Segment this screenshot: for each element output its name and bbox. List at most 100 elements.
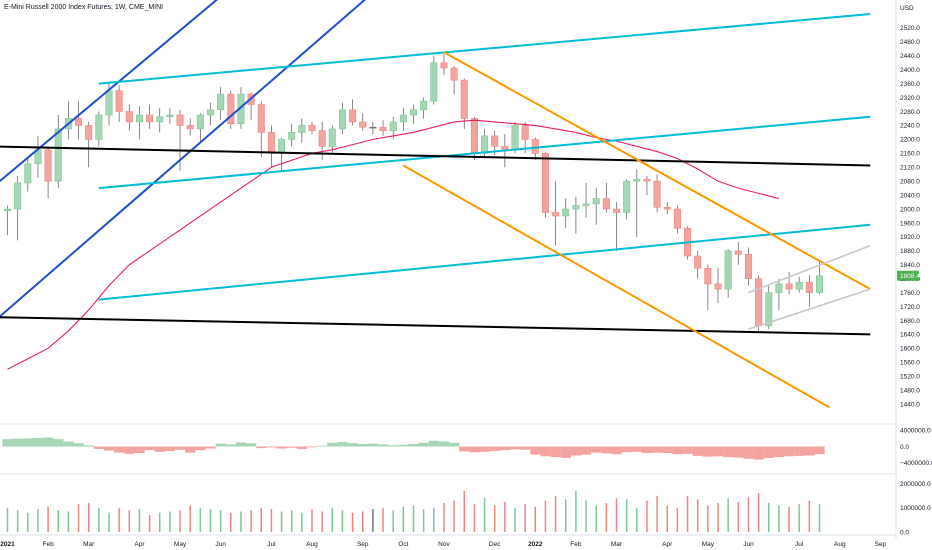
- candle-body: [338, 109, 346, 130]
- oscillator-bar: [154, 446, 165, 452]
- candle-body: [75, 118, 83, 126]
- candle-body: [724, 250, 732, 290]
- oscillator-bar: [12, 438, 23, 447]
- oscillator-tick-label: 4000000.0: [900, 427, 931, 434]
- candle-body: [521, 125, 529, 140]
- oscillator-bar: [418, 442, 429, 447]
- candle-body: [369, 126, 377, 129]
- candle-body: [694, 255, 702, 269]
- candle-body: [795, 281, 803, 290]
- moving-average: [7, 119, 780, 370]
- oscillator-bar: [672, 446, 683, 455]
- orange-channel-upper: [443, 51, 871, 291]
- oscillator-bar: [550, 446, 561, 458]
- candle-body: [734, 250, 742, 255]
- oscillator-bar: [662, 446, 673, 454]
- volume-tick-label: 1000000.0: [900, 505, 931, 512]
- price-tick-label: 2480.0: [900, 39, 920, 46]
- candle-body: [85, 125, 93, 140]
- oscillator-bar: [499, 446, 511, 451]
- time-tick-label: Sep: [357, 541, 369, 548]
- oscillator-bar: [489, 446, 500, 451]
- chart-title: E-Mini Russell 2000 Index Futures, 1W, C…: [4, 4, 163, 11]
- price-tick-label: 1720.0: [900, 304, 920, 311]
- last-price-badge: [897, 270, 919, 281]
- oscillator-bar: [702, 446, 714, 457]
- candle-body: [24, 163, 32, 184]
- oscillator-bar: [773, 446, 785, 458]
- oscillator-bar: [530, 446, 541, 455]
- candle-body: [612, 208, 620, 213]
- oscillator-bar: [652, 446, 663, 453]
- candle-body: [125, 111, 133, 123]
- candle-body: [399, 114, 407, 123]
- time-tick-label: Aug: [834, 541, 846, 548]
- price-tick-label: 2280.0: [900, 109, 920, 116]
- oscillator-bar: [225, 444, 236, 447]
- candle-body: [552, 212, 560, 217]
- oscillator-bar: [32, 437, 44, 447]
- candle-body: [470, 118, 478, 154]
- candle-body: [755, 278, 763, 327]
- candle-body: [541, 153, 549, 213]
- oscillator-bar: [134, 446, 145, 454]
- time-tick-label: 2021: [0, 541, 15, 548]
- oscillator-bar: [357, 444, 368, 447]
- oscillator-bar: [317, 445, 328, 447]
- candle-body: [288, 132, 296, 140]
- candle-body: [359, 121, 367, 128]
- oscillator-bar: [2, 439, 13, 447]
- candles: [4, 54, 823, 331]
- oscillator-bar: [804, 446, 815, 456]
- oscillator-bar: [114, 446, 125, 453]
- time-tick-label: Jun: [743, 541, 754, 548]
- candle-body: [430, 62, 438, 102]
- currency-label: USD: [900, 5, 914, 12]
- candle-body: [785, 283, 793, 290]
- candle-body: [115, 90, 123, 112]
- oscillator-bar: [175, 446, 186, 450]
- oscillator-bar: [479, 446, 490, 452]
- oscillator-bar: [794, 446, 805, 456]
- candle-body: [653, 180, 661, 208]
- oscillator-bar: [93, 446, 105, 449]
- time-tick-label: Aug: [306, 541, 318, 548]
- oscillator-bar: [784, 446, 795, 457]
- candle-body: [744, 254, 752, 279]
- ma-line: [7, 119, 780, 370]
- candle-body: [643, 179, 651, 182]
- candle-body: [95, 114, 103, 140]
- price-tick-label: 2160.0: [900, 151, 920, 158]
- price-tick-label: 1960.0: [900, 220, 920, 227]
- price-tick-label: 1920.0: [900, 234, 920, 241]
- oscillator-bar: [63, 441, 74, 447]
- candle-body: [633, 179, 641, 182]
- candle-body: [135, 114, 143, 123]
- oscillator-bar: [337, 441, 348, 447]
- volume-tick-label: 0.0: [900, 529, 909, 536]
- candle-body: [663, 206, 671, 210]
- oscillator-bar: [428, 440, 439, 447]
- candle-body: [460, 79, 468, 119]
- time-tick-label: Mar: [83, 541, 95, 548]
- candle-body: [4, 208, 12, 212]
- oscillator-bar: [398, 444, 409, 447]
- oscillator-tick-label: −4000000.0: [900, 460, 932, 467]
- price-tick-label: 2040.0: [900, 192, 920, 199]
- grey-channel-lower: [748, 288, 871, 330]
- candle-body: [14, 182, 22, 210]
- grey-channel-upper: [748, 244, 871, 294]
- oscillator-bar: [22, 438, 33, 447]
- oscillator-bar: [266, 446, 277, 448]
- oscillator-bar: [560, 446, 571, 458]
- price-tick-label: 2000.0: [900, 206, 920, 213]
- black-line-upper: [0, 145, 871, 167]
- price-tick-label: 1480.0: [900, 387, 920, 394]
- candle-body: [227, 93, 235, 125]
- candle-body: [389, 121, 397, 131]
- time-tick-label: Apr: [134, 541, 145, 548]
- oscillator-bar: [743, 446, 754, 459]
- oscillator-bar: [164, 446, 176, 451]
- price-tick-label: 1680.0: [900, 318, 920, 325]
